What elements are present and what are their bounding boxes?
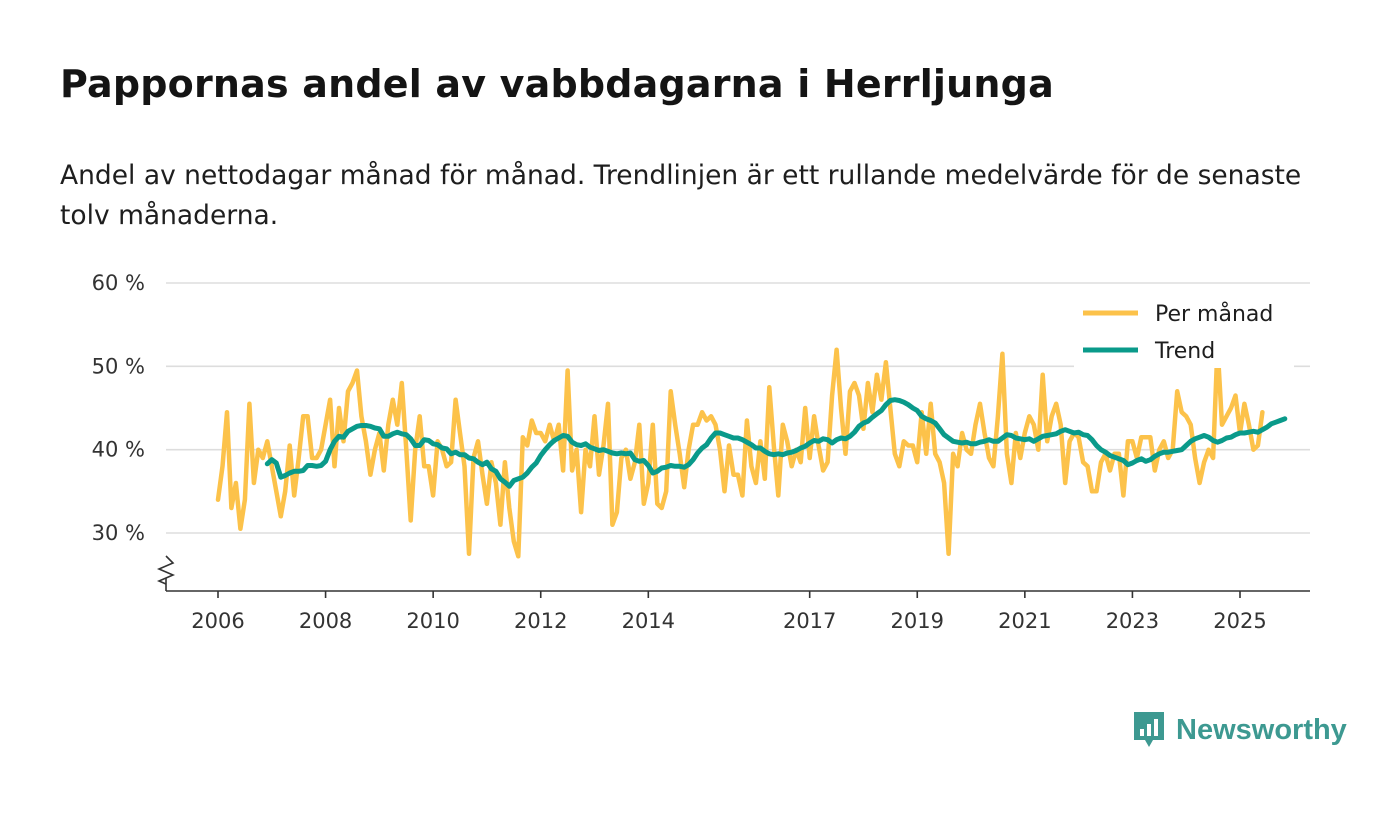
series	[215, 343, 1288, 559]
newsworthy-logo-icon	[1134, 712, 1164, 747]
axis-break-icon	[156, 555, 176, 585]
brand-name: Newsworthy	[1176, 713, 1347, 746]
x-tick-label: 2025	[1213, 609, 1266, 633]
chart-title: Pappornas andel av vabbdagarna i Herrlju…	[60, 62, 1054, 106]
x-tick-label: 2021	[998, 609, 1051, 633]
legend-background	[1074, 293, 1294, 368]
legend-label-trend: Trend	[1154, 339, 1215, 364]
chart-subtitle: Andel av nettodagar månad för månad. Tre…	[60, 160, 1302, 231]
x-tick-label: 2023	[1106, 609, 1159, 633]
y-tick-label: 60 %	[92, 271, 145, 295]
brand: Newsworthy	[1132, 710, 1347, 750]
x-tick-label: 2014	[622, 609, 675, 633]
y-tick-label: 30 %	[92, 521, 145, 545]
series-monthly-line	[215, 343, 1265, 559]
x-tick-label: 2017	[783, 609, 836, 633]
x-tick-label: 2019	[891, 609, 944, 633]
x-tick-label: 2010	[406, 609, 459, 633]
y-tick-label: 40 %	[92, 438, 145, 462]
y-tick-label: 50 %	[92, 354, 145, 378]
axes	[156, 555, 1310, 592]
x-tick-label: 2006	[191, 609, 244, 633]
x-tick-label: 2012	[514, 609, 567, 633]
x-tick-label: 2008	[299, 609, 352, 633]
y-axis-ticks: 30 % 40 % 50 % 60 %	[92, 271, 145, 545]
legend: Per månad Trend	[1074, 293, 1294, 368]
legend-label-monthly: Per månad	[1155, 301, 1273, 327]
series-trend-line	[264, 397, 1288, 489]
x-axis-ticks: 2006 2008 2010 2012 2014 2017 2019 2021 2023 2025	[191, 591, 1267, 633]
